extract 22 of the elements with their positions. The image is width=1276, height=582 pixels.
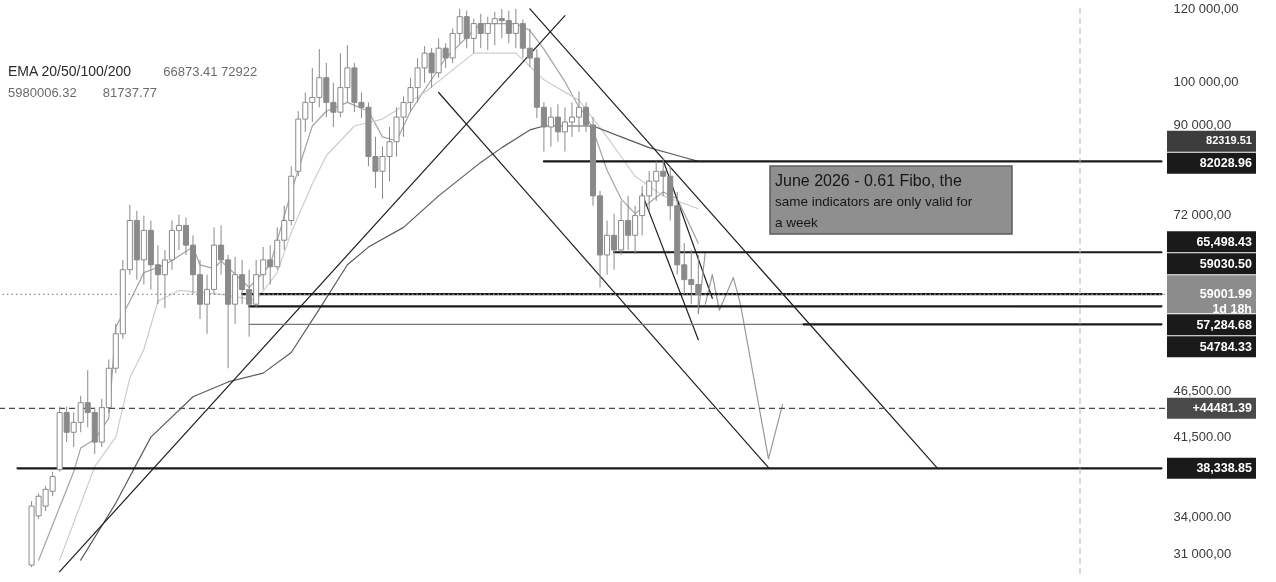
y-tick-label: 100 000,00 xyxy=(1173,74,1239,90)
text: 82028.96 xyxy=(1199,156,1253,171)
text: 57,284.68 xyxy=(1196,317,1253,332)
y-tick-label: 120 000,00 xyxy=(1173,0,1239,16)
annotation: EMA 20/50/100/200 xyxy=(8,63,132,79)
text: 54784.33 xyxy=(1199,339,1253,354)
annotation: 81737.77 xyxy=(102,85,158,100)
ref-line-label: +44481.39 xyxy=(1192,401,1253,416)
text: 82319.51 xyxy=(1206,134,1252,147)
y-tick-label: 46,500.00 xyxy=(1173,382,1232,398)
y-tick-label: 72 000,00 xyxy=(1173,206,1232,222)
ref-line-label: 59001.99 1d 18h xyxy=(1199,287,1253,316)
annotation: 5980006.32 xyxy=(8,85,77,100)
annotation: June 2026 - 0.61 Fibo, the same indicators are only valid for a week xyxy=(775,172,973,230)
y-tick-label: 31 000,00 xyxy=(1173,546,1232,562)
y-tick-label: 90 000,00 xyxy=(1173,116,1232,132)
text: 65,498.43 xyxy=(1196,234,1253,249)
text: 59030.50 xyxy=(1199,256,1253,271)
text: 38,338.85 xyxy=(1196,461,1253,476)
y-tick-label: 34,000.00 xyxy=(1173,509,1232,525)
annotation: 66873.41 72922 xyxy=(163,64,258,79)
y-tick-label: 41,500.00 xyxy=(1173,428,1232,444)
